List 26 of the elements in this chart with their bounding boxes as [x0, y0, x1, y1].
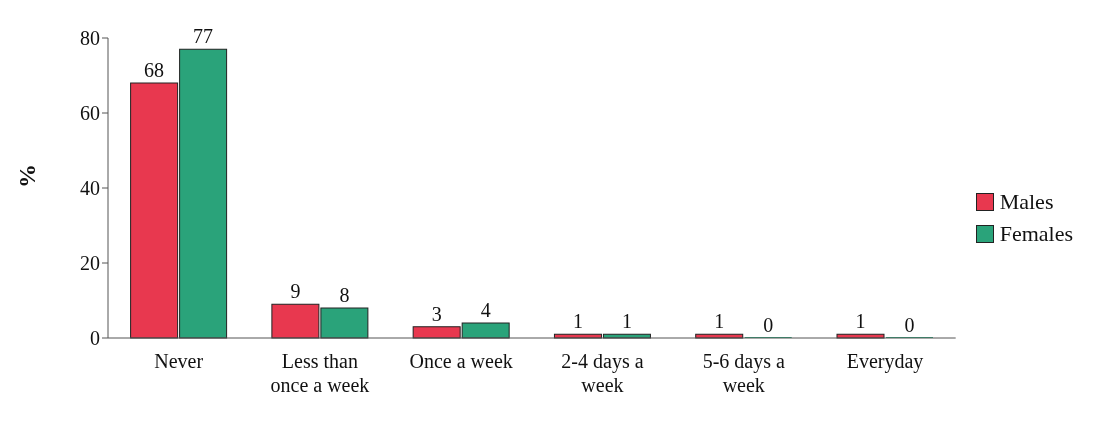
- data-label: 9: [290, 280, 301, 303]
- data-label: 1: [621, 310, 632, 333]
- data-label: 3: [431, 302, 442, 325]
- y-tick-label: 40: [80, 177, 100, 200]
- data-label: 1: [572, 310, 583, 333]
- data-label: 8: [339, 284, 350, 306]
- y-tick-label: 0: [90, 327, 100, 350]
- y-tick-label: 80: [80, 27, 100, 50]
- y-tick-label: 20: [80, 252, 100, 275]
- data-label: 4: [480, 299, 491, 321]
- data-label: 77: [193, 25, 214, 48]
- data-label: 1: [714, 310, 725, 333]
- x-tick-label: Never: [154, 350, 204, 372]
- data-label: 1: [855, 310, 866, 333]
- data-label: 0: [904, 314, 915, 336]
- x-tick-label: 2-4 days a week: [561, 350, 644, 396]
- legend-label: Females: [999, 221, 1073, 247]
- x-tick-label: 5-6 days a week: [702, 350, 785, 396]
- y-tick-label: 60: [80, 102, 100, 125]
- data-label: 0: [763, 314, 774, 336]
- x-tick-label: Once a week: [409, 350, 513, 372]
- legend-label: Males: [999, 189, 1054, 215]
- x-tick-label: Everyday: [846, 350, 924, 373]
- y-axis-title: %: [13, 164, 40, 188]
- data-label: 68: [144, 59, 165, 81]
- x-tick-label: Less than once a week: [270, 350, 370, 396]
